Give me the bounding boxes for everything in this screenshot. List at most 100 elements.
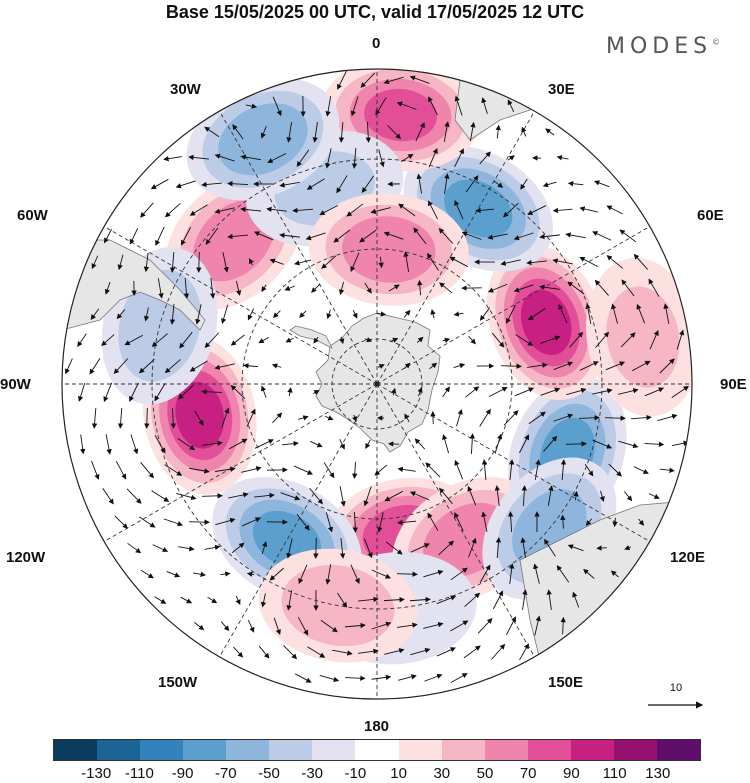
wind-arrow [115, 460, 127, 480]
wind-arrow [325, 564, 332, 585]
wind-arrow [676, 329, 685, 350]
wind-arrow [180, 226, 192, 246]
wind-arrow [610, 303, 618, 324]
wind-arrow [417, 386, 423, 397]
lon-label-0: 0 [372, 35, 381, 52]
wind-arrow [416, 173, 423, 194]
wind-arrow [253, 231, 274, 241]
graticule [62, 69, 692, 699]
wind-arrow [502, 202, 519, 218]
colorbar-swatch [226, 740, 270, 760]
wind-arrow [396, 101, 417, 110]
wind-arrow [321, 255, 337, 269]
wind-arrow [450, 620, 469, 632]
lon-label-150e: 150E [548, 674, 584, 691]
wind-arrow [307, 646, 326, 658]
wind-arrow [427, 252, 439, 271]
wind-arrow [621, 279, 635, 297]
wind-arrow [659, 358, 675, 374]
wind-arrow [439, 282, 453, 294]
wind-arrow [194, 621, 205, 631]
wind-arrow [528, 411, 546, 425]
colorbar-tick-label: -90 [171, 765, 194, 782]
wind-arrow [397, 519, 416, 526]
wind-arrow [269, 567, 285, 581]
wind-arrow [325, 512, 334, 533]
wind-arrow [371, 569, 391, 579]
wind-arrow [352, 309, 358, 319]
wind-arrow [325, 148, 332, 169]
wind-arrow [410, 543, 430, 553]
lon-label-60w: 60W [17, 207, 48, 224]
wind-arrow [180, 596, 193, 604]
wind-arrow [414, 438, 426, 450]
wind-arrow [413, 227, 427, 245]
wind-arrow [249, 258, 254, 266]
colorbar-tick-label: -50 [258, 765, 280, 782]
wind-arrow [397, 466, 416, 473]
wind-arrow [383, 76, 404, 85]
wind-arrow [481, 459, 488, 480]
wind-arrow [233, 646, 244, 658]
wind-arrow [214, 207, 235, 214]
wind-arrow [409, 596, 431, 603]
wind-arrow [469, 433, 475, 455]
wind-arrow [494, 485, 501, 506]
lon-label-30w: 30W [170, 81, 201, 98]
wind-arrow [560, 514, 566, 529]
wind-arrow [556, 565, 570, 583]
wind-arrow [138, 358, 155, 374]
wind-arrow [378, 256, 384, 269]
wind-arrow [117, 407, 124, 429]
wind-arrow [491, 332, 505, 348]
wind-arrow [254, 439, 274, 449]
wind-arrow [384, 648, 405, 655]
colorbar-tick-label: -110 [124, 765, 154, 782]
wind-arrow [80, 434, 86, 455]
wind-arrow [491, 643, 506, 660]
colorbar-swatch [441, 740, 485, 760]
wind-arrow [454, 148, 464, 168]
wind-arrow [202, 440, 223, 446]
wind-arrow [508, 459, 515, 480]
wind-arrow [286, 122, 293, 143]
wind-arrow [503, 410, 519, 426]
wind-arrow [176, 492, 197, 501]
wind-arrow [261, 284, 267, 293]
wind-arrow [246, 408, 256, 427]
wind-arrow [390, 337, 399, 343]
wind-arrow [215, 517, 236, 526]
wind-arrow [436, 647, 456, 657]
wind-arrow [552, 207, 573, 214]
wind-arrow [610, 570, 619, 578]
wind-arrow [542, 181, 557, 188]
meridian-line [219, 383, 378, 658]
wind-arrow [296, 149, 310, 167]
wind-arrow [488, 386, 508, 398]
wind-arrow [604, 415, 626, 421]
wind-arrow [410, 647, 431, 656]
wind-arrow [309, 487, 323, 505]
wind-arrow [424, 673, 443, 682]
wind-arrow [325, 415, 334, 421]
wind-arrow [454, 459, 464, 480]
wind-arrow [585, 518, 593, 526]
wind-arrow [534, 459, 541, 480]
wind-arrow [596, 545, 607, 551]
wind-arrow [633, 466, 649, 474]
south-pole-marker [374, 381, 380, 387]
wind-arrow [567, 281, 585, 295]
wind-arrow [363, 538, 373, 559]
wind-arrow [644, 387, 665, 397]
wind-arrow [592, 231, 612, 241]
wind-arrow [166, 571, 181, 578]
colorbar-tick-label: 110 [602, 765, 627, 782]
colorbar-tick-label: -130 [81, 765, 112, 782]
wind-arrow [579, 206, 598, 213]
wind-arrow [454, 512, 464, 532]
anomaly-0-level-4 [175, 381, 225, 449]
wind-arrow [592, 439, 613, 449]
colorbar-swatch [140, 740, 184, 760]
wind-arrow [77, 333, 87, 347]
